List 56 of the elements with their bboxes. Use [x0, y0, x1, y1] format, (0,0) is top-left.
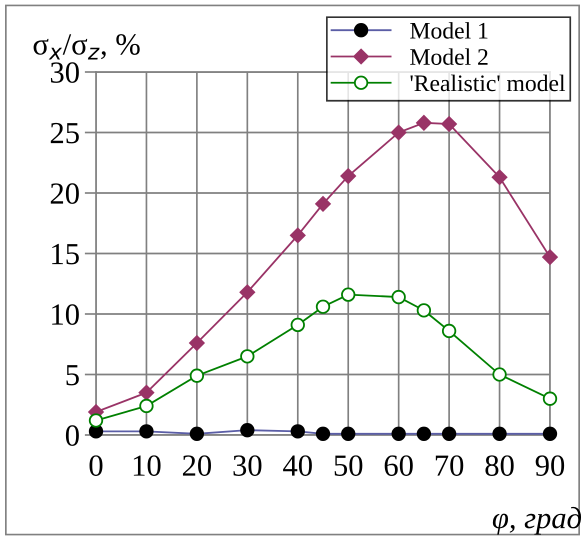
- y-tick-label: 30: [50, 62, 79, 83]
- legend-label: Model 1: [410, 22, 488, 39]
- point: [492, 169, 508, 186]
- point: [442, 426, 456, 441]
- y-tick-label: 5: [66, 365, 79, 386]
- y-tick-label: 15: [52, 244, 79, 264]
- point: [416, 303, 432, 318]
- point: [189, 335, 205, 351]
- point: [341, 426, 356, 441]
- x-axis-title: φ, град: [492, 506, 582, 535]
- point: [240, 284, 256, 300]
- x-tick-label: 30: [234, 455, 262, 476]
- point: [315, 196, 331, 212]
- point: [390, 124, 406, 140]
- point: [416, 115, 432, 131]
- point: [290, 318, 305, 332]
- point: [139, 398, 154, 414]
- x-tick-label: 10: [134, 455, 161, 476]
- y-tick-label: 20: [50, 183, 79, 204]
- y-tick-label: 25: [50, 122, 79, 144]
- point: [316, 300, 330, 314]
- y-tick-label: 10: [52, 304, 79, 325]
- point: [88, 413, 104, 428]
- point: [392, 426, 406, 441]
- x-tick-label: 50: [334, 455, 362, 476]
- point: [492, 426, 507, 441]
- x-tick-label: 80: [485, 455, 514, 476]
- x-tick-label: 40: [283, 455, 312, 476]
- y-tick-label: 0: [66, 425, 79, 446]
- x-tick-label: 90: [536, 455, 564, 476]
- legend-label: 'Realistic' model: [410, 74, 566, 92]
- point: [290, 424, 305, 439]
- x-tick-label: 60: [384, 455, 413, 476]
- point: [138, 384, 154, 400]
- point: [340, 168, 356, 184]
- point: [190, 426, 204, 441]
- point: [492, 367, 507, 382]
- point: [316, 426, 330, 441]
- point: [542, 249, 558, 265]
- legend-label: Model 2: [410, 48, 488, 65]
- y-axis-title: σ$_{x}$/σ$_{z}$, %: [34, 34, 140, 60]
- x-tick-label: 20: [182, 455, 211, 476]
- point: [542, 426, 558, 441]
- point: [240, 349, 254, 364]
- point: [442, 324, 456, 338]
- point: [190, 368, 204, 383]
- point: [542, 392, 558, 406]
- point: [416, 426, 432, 441]
- point: [290, 228, 306, 244]
- point: [441, 116, 457, 132]
- point: [341, 287, 356, 302]
- x-tick-label: 70: [436, 455, 464, 476]
- point: [139, 424, 154, 439]
- x-tick-label: 0: [90, 455, 102, 476]
- point: [240, 423, 254, 438]
- point: [392, 290, 406, 304]
